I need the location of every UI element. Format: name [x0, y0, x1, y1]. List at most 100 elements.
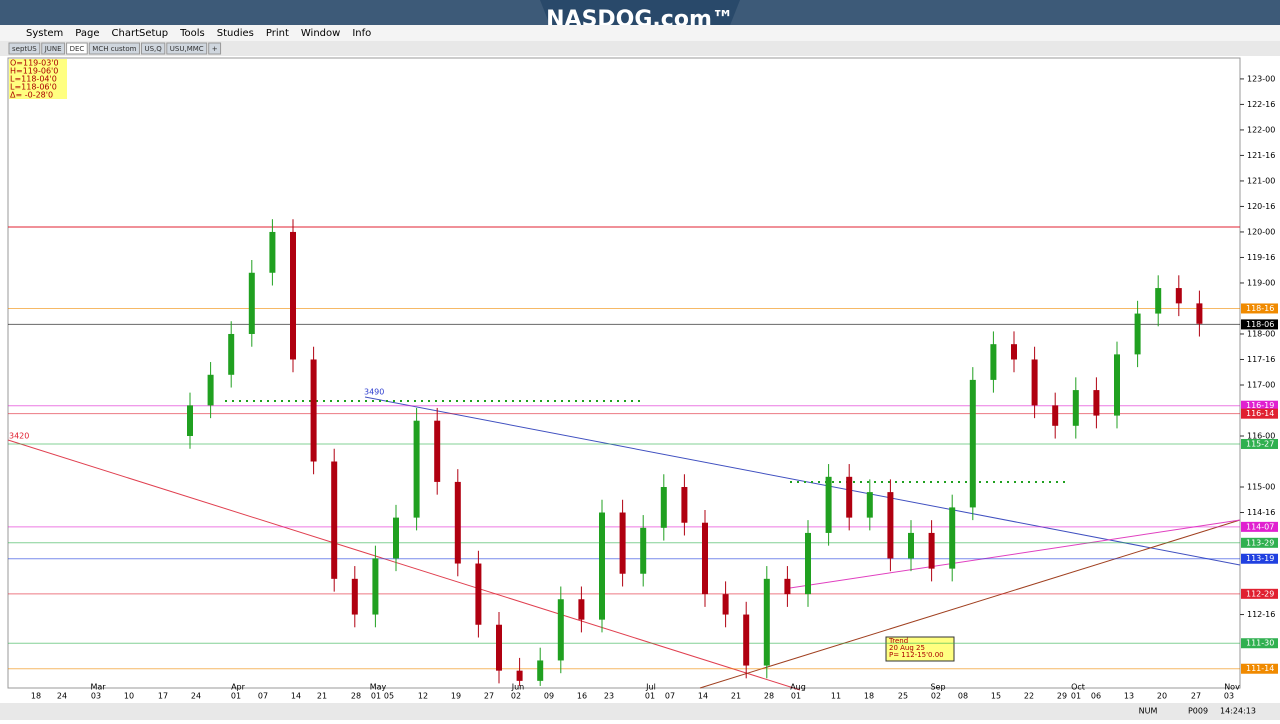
- menu-item[interactable]: System: [26, 28, 63, 39]
- candle-body: [434, 420, 441, 482]
- price-tag-label: 116-19: [1246, 401, 1274, 410]
- day-label: 14: [698, 692, 708, 701]
- tab[interactable]: [208, 42, 222, 55]
- menu-item[interactable]: Print: [266, 28, 289, 39]
- day-label: 01: [791, 692, 801, 701]
- tab-label[interactable]: septUS: [12, 45, 37, 53]
- day-label: 18: [31, 692, 41, 701]
- candle-body: [1011, 344, 1017, 360]
- tab-label[interactable]: JUNE: [44, 45, 62, 53]
- candle-body: [207, 374, 214, 406]
- month-label: Apr: [231, 683, 246, 692]
- tab[interactable]: [88, 42, 140, 55]
- candle-body: [1134, 313, 1141, 355]
- menu-item[interactable]: ChartSetup: [112, 28, 169, 39]
- price-tag-label: 118-06: [1246, 320, 1274, 329]
- day-label: 12: [418, 692, 428, 701]
- day-label: 10: [124, 692, 134, 701]
- y-tick-label: 116-00: [1247, 432, 1275, 441]
- candle-body: [393, 517, 399, 559]
- day-label: 22: [1024, 692, 1034, 701]
- day-label: 20: [1157, 692, 1167, 701]
- tab-label[interactable]: USU,MMC: [170, 45, 204, 53]
- tab-label[interactable]: US,Q: [144, 45, 162, 53]
- menu-item[interactable]: Page: [75, 28, 99, 39]
- trendline: [699, 519, 1241, 689]
- candle-body: [557, 599, 564, 661]
- day-label: 21: [317, 692, 327, 701]
- day-label: 23: [604, 692, 614, 701]
- menu-item[interactable]: Tools: [179, 28, 205, 39]
- candle-body: [887, 492, 894, 559]
- candle-body: [496, 624, 502, 671]
- tab[interactable]: [41, 42, 66, 55]
- tab-label[interactable]: MCH custom: [92, 45, 136, 53]
- tab[interactable]: [166, 42, 208, 55]
- day-label: 28: [351, 692, 361, 701]
- day-label: 24: [57, 692, 67, 701]
- y-tick-label: 120-16: [1247, 202, 1275, 211]
- candle-body: [599, 512, 605, 620]
- price-tag: [1241, 319, 1278, 330]
- candle-body: [310, 359, 317, 462]
- candle-body: [784, 578, 791, 595]
- month-label: Jul: [645, 683, 656, 692]
- day-label: 05: [384, 692, 394, 701]
- day-label: 01: [645, 692, 655, 701]
- candle-body: [825, 476, 832, 533]
- ohlc-text: L=118-06'0: [10, 83, 57, 92]
- ohlc-box: [9, 59, 67, 99]
- y-tick-label: 120-00: [1247, 227, 1275, 236]
- day-label: 11: [831, 692, 841, 701]
- candle-body: [1031, 359, 1038, 406]
- price-tag: [1241, 553, 1278, 564]
- price-tag: [1241, 408, 1278, 419]
- tab[interactable]: [140, 42, 166, 55]
- price-tag-label: 111-30: [1246, 639, 1274, 648]
- y-tick-label: 122-00: [1247, 125, 1275, 134]
- candle-body: [475, 563, 482, 625]
- day-label: 07: [258, 692, 268, 701]
- price-tag-label: 114-07: [1246, 522, 1274, 531]
- candle-body: [928, 532, 935, 569]
- day-label: 08: [958, 692, 968, 701]
- menu-item[interactable]: Window: [301, 28, 340, 39]
- menu-item[interactable]: Studies: [217, 28, 254, 39]
- annotation: 3490: [364, 388, 384, 397]
- trendline: [364, 396, 1241, 566]
- tab[interactable]: [66, 42, 88, 55]
- candle-body: [619, 512, 626, 574]
- candle-body: [1175, 288, 1182, 304]
- candle-body: [537, 660, 544, 681]
- tab-label[interactable]: DEC: [70, 45, 85, 53]
- candle-body: [681, 487, 688, 523]
- candle-body: [1072, 390, 1079, 426]
- price-tag-label: 115-27: [1246, 439, 1274, 448]
- price-tag-label: 113-29: [1246, 538, 1274, 547]
- y-tick-label: 121-16: [1247, 151, 1275, 160]
- status-text: 14:24:13: [1220, 707, 1256, 716]
- day-label: 18: [864, 692, 874, 701]
- menu-item[interactable]: Info: [352, 28, 371, 39]
- price-tag: [1241, 303, 1278, 314]
- candle-body: [228, 333, 235, 375]
- price-tag: [1241, 588, 1278, 599]
- day-label: 02: [511, 692, 521, 701]
- tab[interactable]: [8, 42, 41, 55]
- y-tick-label: 115-00: [1247, 483, 1275, 492]
- y-tick-label: 121-00: [1247, 176, 1275, 185]
- day-label: 16: [577, 692, 587, 701]
- y-tick-label: 114-16: [1247, 508, 1275, 517]
- candle-body: [1093, 390, 1100, 416]
- candle-body: [578, 599, 585, 620]
- tab-label[interactable]: +: [212, 45, 218, 53]
- y-tick-label: 112-16: [1247, 610, 1275, 619]
- candle-body: [702, 522, 708, 595]
- candle-body: [866, 492, 873, 518]
- day-label: 15: [991, 692, 1001, 701]
- day-label: 14: [291, 692, 301, 701]
- candle-body: [805, 532, 811, 595]
- day-label: 17: [158, 692, 168, 701]
- trend-tip-text: Trend: [888, 637, 908, 645]
